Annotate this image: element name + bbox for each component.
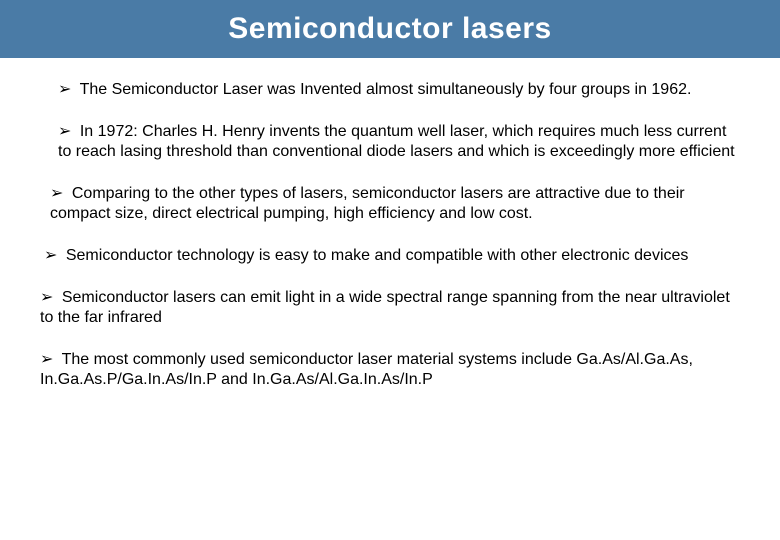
bullet-item: ➢ The Semiconductor Laser was Invented a… (58, 80, 740, 100)
slide: Semiconductor lasers ➢ The Semiconductor… (0, 0, 780, 540)
bullet-text: Semiconductor lasers can emit light in a… (40, 289, 730, 326)
title-bar: Semiconductor lasers (0, 0, 780, 58)
slide-content: ➢ The Semiconductor Laser was Invented a… (0, 58, 780, 390)
bullet-item: ➢ Comparing to the other types of lasers… (50, 184, 740, 224)
bullet-glyph: ➢ (58, 123, 71, 140)
bullet-text: Comparing to the other types of lasers, … (50, 185, 685, 222)
bullet-glyph: ➢ (40, 351, 53, 368)
bullet-item: ➢ Semiconductor technology is easy to ma… (44, 246, 740, 266)
bullet-glyph: ➢ (50, 185, 63, 202)
bullet-item: ➢ Semiconductor lasers can emit light in… (40, 288, 740, 328)
bullet-item: ➢ In 1972: Charles H. Henry invents the … (58, 122, 740, 162)
bullet-item: ➢ The most commonly used semiconductor l… (40, 350, 740, 390)
slide-title: Semiconductor lasers (228, 12, 551, 46)
bullet-text: The most commonly used semiconductor las… (40, 351, 693, 388)
bullet-glyph: ➢ (40, 289, 53, 306)
bullet-glyph: ➢ (58, 81, 71, 98)
bullet-text: The Semiconductor Laser was Invented alm… (80, 81, 692, 98)
bullet-glyph: ➢ (44, 247, 57, 264)
bullet-text: Semiconductor technology is easy to make… (66, 247, 689, 264)
bullet-text: In 1972: Charles H. Henry invents the qu… (58, 123, 735, 160)
